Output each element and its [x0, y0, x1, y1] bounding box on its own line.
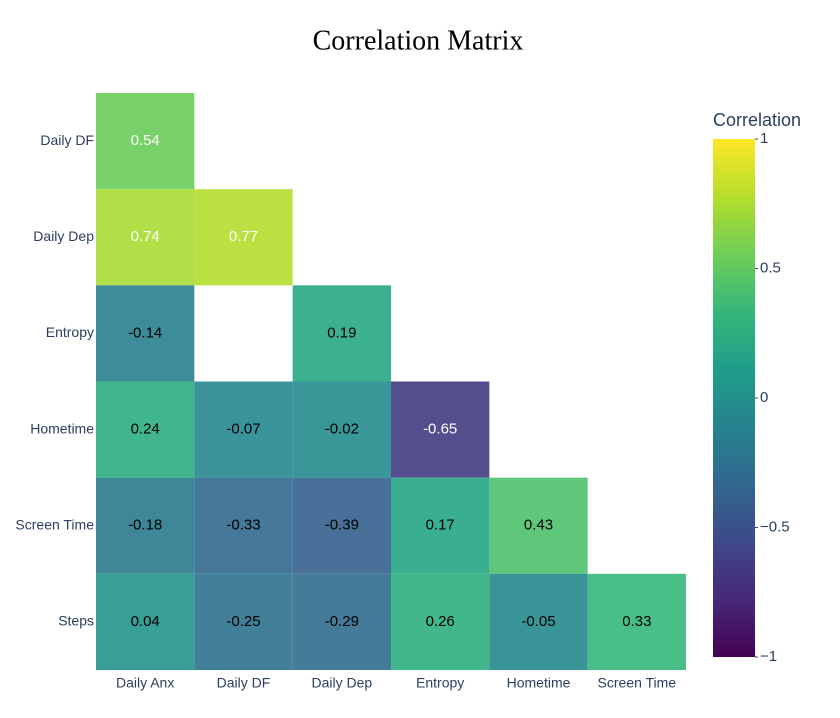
cell-label: 0.17: [426, 517, 455, 534]
y-tick-label: Hometime: [30, 420, 94, 436]
heatmap-cell: [96, 381, 195, 478]
cell-label: 0.19: [327, 324, 356, 341]
heatmap-cell: [587, 573, 686, 670]
colorbar-tick-label: 1: [760, 130, 768, 147]
heatmap-cell: [489, 477, 588, 574]
cell-label: -0.25: [226, 613, 260, 630]
heatmap-cell: [391, 477, 490, 574]
cell-label: 0.04: [131, 613, 160, 630]
colorbar-title: Correlation: [713, 110, 801, 130]
cell-label: -0.07: [226, 421, 260, 438]
cell-label: -0.33: [226, 517, 260, 534]
heatmap-cell: [194, 573, 293, 670]
heatmap-cell: [292, 477, 391, 574]
heatmap-cell: [96, 93, 195, 190]
heatmap-cell: [194, 381, 293, 478]
cell-label: 0.54: [131, 132, 160, 149]
x-tick-label: Screen Time: [598, 675, 677, 691]
cell-label: -0.14: [128, 324, 162, 341]
x-tick-label: Entropy: [416, 675, 464, 691]
cell-label: -0.39: [325, 517, 359, 534]
y-tick-label: Daily Dep: [33, 228, 94, 244]
cell-label: 0.74: [131, 228, 160, 245]
cell-label: -0.05: [521, 613, 555, 630]
cell-label: -0.29: [325, 613, 359, 630]
heatmap-cell: [96, 189, 195, 286]
cell-label: 0.26: [426, 613, 455, 630]
y-tick-label: Steps: [58, 613, 94, 629]
heatmap-cell: [96, 285, 195, 382]
cell-label: -0.02: [325, 421, 359, 438]
colorbar-tick-label: −1: [760, 648, 777, 665]
x-tick-label: Daily DF: [217, 675, 271, 691]
cell-label: 0.33: [622, 613, 651, 630]
heatmap-cell: [96, 477, 195, 574]
heatmap-cell: [292, 381, 391, 478]
heatmap-cell: [489, 573, 588, 670]
cell-label: 0.43: [524, 517, 553, 534]
heatmap-cell: [292, 285, 391, 382]
colorbar-tick-label: 0.5: [760, 259, 781, 276]
heatmap-cell: [391, 381, 490, 478]
chart-title: Correlation Matrix: [313, 25, 524, 56]
y-tick-label: Daily DF: [40, 132, 94, 148]
cell-label: 0.77: [229, 228, 258, 245]
y-tick-label: Entropy: [46, 324, 94, 340]
heatmap-cell: [96, 573, 195, 670]
colorbar-tick-label: 0: [760, 389, 768, 406]
cell-label: 0.24: [131, 421, 160, 438]
colorbar: [713, 139, 755, 657]
y-tick-label: Screen Time: [15, 516, 94, 532]
cell-label: -0.18: [128, 517, 162, 534]
heatmap-cell: [292, 573, 391, 670]
heatmap-cell: [194, 477, 293, 574]
heatmap-cell: [391, 573, 490, 670]
heatmap-cell: [194, 189, 293, 286]
x-tick-label: Daily Dep: [311, 675, 372, 691]
cell-label: -0.65: [423, 421, 457, 438]
colorbar-tick-label: −0.5: [760, 518, 790, 535]
x-tick-label: Daily Anx: [116, 675, 174, 691]
x-tick-label: Hometime: [507, 675, 571, 691]
